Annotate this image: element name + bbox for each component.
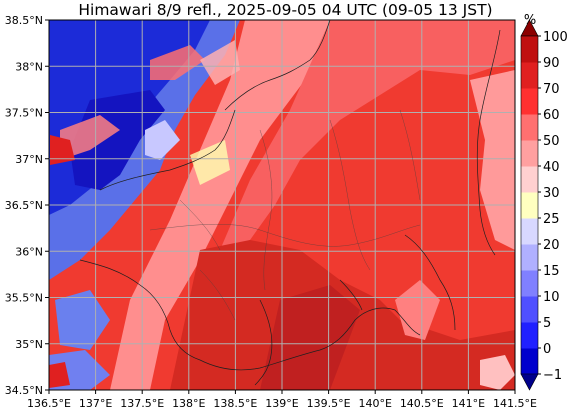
colorbar-band bbox=[521, 62, 538, 89]
colorbar-band bbox=[521, 322, 538, 349]
south-blue-patch bbox=[55, 290, 110, 350]
clear-region-deep bbox=[70, 90, 165, 190]
lat-tick-label: 36°N bbox=[15, 245, 43, 258]
colorbar-label: 0 bbox=[543, 342, 551, 357]
cloud-streak-1 bbox=[60, 115, 120, 160]
colorbar-band bbox=[521, 88, 538, 115]
colorbar-label: 30 bbox=[543, 186, 560, 201]
colorbar-band bbox=[521, 244, 538, 271]
lat-tick-label: 38°N bbox=[15, 60, 43, 73]
longitude-axis: 136.5°E 137°E 137.5°E 138°E 138.5°E 139°E 139.… bbox=[27, 390, 537, 409]
coastline-pacific bbox=[79, 259, 421, 371]
lon-tick-label: 140.5°E bbox=[400, 397, 444, 409]
lat-tick-label: 36.5°N bbox=[5, 199, 43, 212]
lat-tick-label: 35°N bbox=[15, 338, 43, 351]
colorbar-label: 20 bbox=[543, 238, 560, 253]
lon-tick-label: 138°E bbox=[172, 397, 205, 409]
cloud-streak-5 bbox=[145, 120, 180, 160]
lat-tick-label: 38.5°N bbox=[5, 14, 43, 27]
map-title: Himawari 8/9 refl., 2025-09-05 04 UTC (0… bbox=[78, 1, 493, 19]
cloud-streak-6 bbox=[190, 140, 230, 185]
coastline-japan-sea bbox=[224, 20, 331, 111]
south-red-patch bbox=[49, 362, 70, 388]
reflectivity-field bbox=[49, 20, 515, 390]
coastline-east bbox=[476, 29, 501, 256]
colorbar-label: 90 bbox=[543, 56, 560, 71]
colorbar-label: 5 bbox=[543, 316, 551, 331]
colorbar-band bbox=[521, 270, 538, 297]
lon-tick-label: 137.5°E bbox=[120, 397, 164, 409]
lon-tick-label: 138.5°E bbox=[213, 397, 257, 409]
colorbar-label: 60 bbox=[543, 108, 560, 123]
colorbar-extend-min bbox=[520, 373, 539, 391]
lon-tick-label: 141°E bbox=[452, 397, 485, 409]
colorbar-band bbox=[521, 348, 538, 375]
lon-tick-label: 141.5°E bbox=[493, 397, 537, 409]
coastlines bbox=[79, 20, 501, 386]
colorbar-band bbox=[521, 192, 538, 219]
lat-tick-label: 37.5°N bbox=[5, 107, 43, 120]
colorbar-frame bbox=[520, 35, 539, 375]
lat-tick-label: 34.5°N bbox=[5, 384, 43, 397]
colorbar-label: 10 bbox=[543, 290, 560, 305]
colorbar-band bbox=[521, 166, 538, 193]
colorbar-band bbox=[521, 114, 538, 141]
colorbar-label: 15 bbox=[543, 264, 560, 279]
colorbar-band bbox=[521, 36, 538, 63]
lon-tick-label: 139°E bbox=[265, 397, 298, 409]
lon-tick-label: 136.5°E bbox=[27, 397, 71, 409]
latitude-axis: 34.5°N 35°N 35.5°N 36°N 36.5°N 37°N 37.5°N 38°N… bbox=[5, 14, 49, 397]
lon-tick-label: 137°E bbox=[79, 397, 112, 409]
se-pink-patch bbox=[480, 355, 515, 390]
izu-peninsula bbox=[254, 299, 273, 386]
colorbar-label: 40 bbox=[543, 160, 560, 175]
east-pink-2 bbox=[395, 280, 440, 340]
colorbar-band bbox=[521, 140, 538, 167]
cloud-streak-3 bbox=[200, 40, 240, 85]
tokyo-bay bbox=[339, 279, 363, 311]
cloud-streak-4 bbox=[50, 135, 75, 165]
lat-tick-label: 35.5°N bbox=[5, 292, 43, 305]
colorbar-label: 70 bbox=[543, 82, 560, 97]
prefecture-borders bbox=[149, 109, 421, 321]
gridlines bbox=[49, 20, 515, 390]
colorbar-label: −1 bbox=[543, 368, 562, 383]
coastline-noto bbox=[99, 109, 236, 191]
lon-tick-label: 139.5°E bbox=[307, 397, 351, 409]
colorbar-label: 25 bbox=[543, 212, 560, 227]
lat-tick-label: 37°N bbox=[15, 153, 43, 166]
coastline-boso bbox=[404, 234, 456, 331]
colorbar-label: 50 bbox=[543, 134, 560, 149]
colorbar-label: 100 bbox=[543, 30, 568, 45]
dark-core-2 bbox=[260, 285, 360, 390]
cloud-streak-2 bbox=[150, 45, 205, 80]
colorbar-band bbox=[521, 218, 538, 245]
lon-tick-label: 140°E bbox=[358, 397, 391, 409]
colorbar-band bbox=[521, 296, 538, 323]
